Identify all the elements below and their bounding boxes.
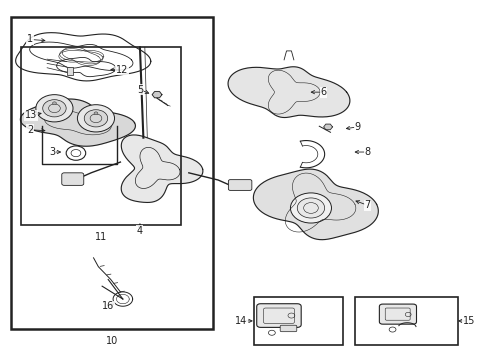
Text: 5: 5 (137, 85, 143, 95)
Text: 16: 16 (102, 301, 114, 311)
Text: 1: 1 (27, 35, 33, 44)
FancyBboxPatch shape (228, 180, 252, 190)
Circle shape (36, 95, 73, 122)
Bar (67, 67, 73, 75)
Bar (21, 47, 180, 225)
Polygon shape (228, 67, 350, 117)
Polygon shape (253, 169, 378, 240)
Text: 14: 14 (235, 316, 247, 326)
Polygon shape (121, 135, 203, 202)
Text: 2: 2 (27, 125, 33, 135)
Circle shape (43, 100, 66, 117)
Bar (254, 297, 343, 345)
Circle shape (84, 110, 108, 127)
Text: 13: 13 (25, 111, 37, 121)
Circle shape (291, 193, 331, 223)
Text: 11: 11 (95, 232, 107, 242)
FancyBboxPatch shape (379, 304, 416, 324)
Circle shape (297, 198, 325, 218)
Text: 10: 10 (106, 336, 118, 346)
Text: 4: 4 (137, 226, 143, 236)
Circle shape (77, 105, 115, 132)
FancyBboxPatch shape (257, 304, 301, 327)
Polygon shape (152, 91, 162, 98)
Text: 9: 9 (354, 122, 361, 132)
Circle shape (52, 102, 56, 105)
Text: 6: 6 (320, 87, 326, 97)
Text: 3: 3 (49, 147, 55, 157)
Text: 7: 7 (364, 200, 370, 210)
Polygon shape (324, 124, 332, 130)
Text: 8: 8 (364, 147, 370, 157)
FancyBboxPatch shape (280, 325, 297, 332)
Bar (355, 297, 458, 345)
Polygon shape (21, 99, 135, 146)
FancyBboxPatch shape (62, 173, 84, 185)
Circle shape (94, 112, 98, 115)
Bar (11, 17, 213, 329)
Text: 12: 12 (116, 64, 128, 75)
Text: 15: 15 (463, 316, 475, 326)
